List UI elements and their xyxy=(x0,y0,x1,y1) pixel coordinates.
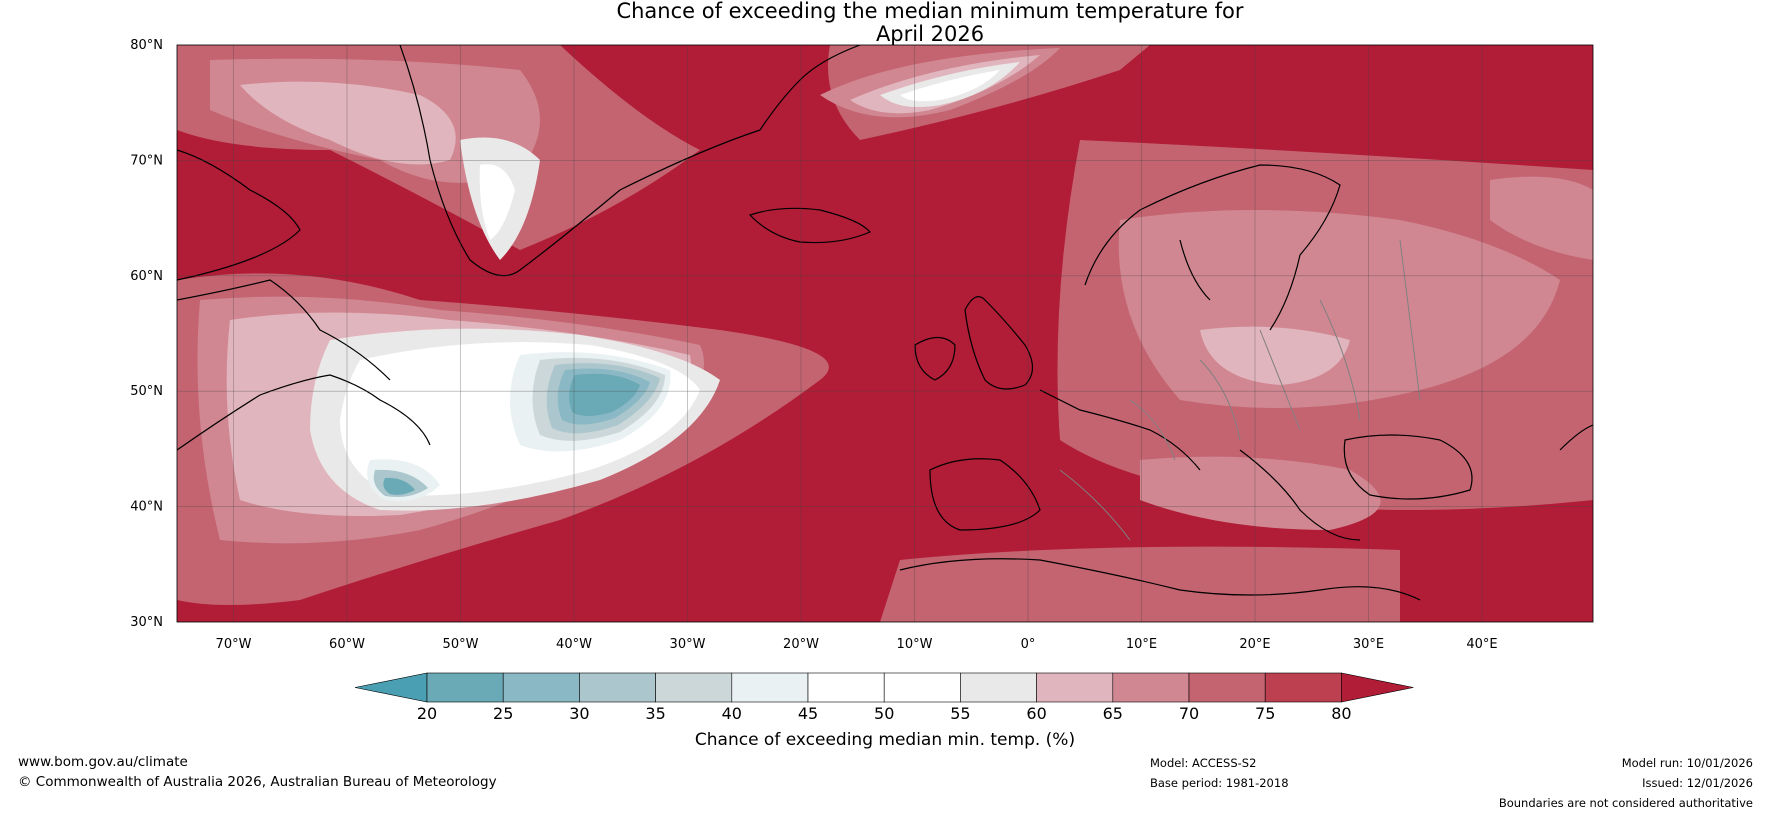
colorbar-tick-label: 60 xyxy=(1026,704,1046,723)
africa-coast xyxy=(899,558,1421,601)
longitude-axis: 70°W 60°W 50°W 40°W 30°W 20°W 10°W 0° 10°E 20°E 30… xyxy=(216,637,1498,652)
map-title: Chance of exceeding the median minimum t… xyxy=(0,0,1770,46)
ireland-coast xyxy=(914,336,956,381)
colorbar-bin xyxy=(1264,672,1342,703)
colorbar-bin xyxy=(1112,672,1190,703)
title-line-2: April 2026 xyxy=(875,22,985,46)
lat-label: 50°N xyxy=(130,384,163,399)
latitude-axis: 80°N 70°N 60°N 50°N 40°N 30°N xyxy=(130,38,163,630)
colorbar-bin xyxy=(579,672,656,703)
lon-label: 30°W xyxy=(670,637,706,652)
greenland-coast xyxy=(399,45,861,277)
map-frame xyxy=(176,44,1594,623)
title-line-1: Chance of exceeding the median minimum t… xyxy=(616,0,1244,23)
colorbar-tick-label: 50 xyxy=(874,704,894,723)
uk-coast xyxy=(964,296,1034,390)
lon-label: 10°W xyxy=(897,637,933,652)
lon-label: 40°W xyxy=(556,637,592,652)
footer-copyright: © Commonwealth of Australia 2026, Austra… xyxy=(18,774,497,790)
colorbar-tick-label: 65 xyxy=(1103,704,1123,723)
lat-label: 60°N xyxy=(130,269,163,284)
iceland-coast xyxy=(748,207,871,244)
europe-coast xyxy=(929,389,1361,541)
footer-disclaimer: Boundaries are not considered authoritat… xyxy=(1498,796,1753,810)
colorbar: 20 25 30 35 40 45 50 55 60 65 70 75 80 xyxy=(354,672,1414,723)
band-20-25 xyxy=(383,373,640,495)
lon-label: 70°W xyxy=(216,637,252,652)
coastlines xyxy=(177,45,1593,601)
lat-label: 70°N xyxy=(130,153,163,168)
lon-label: 20°W xyxy=(783,637,819,652)
lat-label: 80°N xyxy=(130,38,163,53)
probability-map xyxy=(177,45,1593,622)
colorbar-tick-label: 25 xyxy=(493,704,513,723)
lon-label: 20°E xyxy=(1239,637,1270,652)
colorbar-bin xyxy=(883,672,961,703)
colorbar-bin xyxy=(1036,672,1114,703)
colorbar-bin xyxy=(1188,672,1266,703)
lon-label: 60°W xyxy=(329,637,365,652)
footer-url: www.bom.gov.au/climate xyxy=(18,754,188,770)
lon-label: 0° xyxy=(1021,637,1036,652)
lon-label: 50°W xyxy=(443,637,479,652)
colorbar-tick-label: 45 xyxy=(798,704,818,723)
footer-base-period: Base period: 1981-2018 xyxy=(1150,776,1289,790)
graticule xyxy=(177,45,1593,622)
colorbar-bin xyxy=(426,672,504,703)
footer-model: Model: ACCESS-S2 xyxy=(1150,756,1257,770)
black-sea-coast xyxy=(1343,434,1473,500)
colorbar-bin xyxy=(502,672,580,703)
footer-issued: Issued: 12/01/2026 xyxy=(1642,776,1753,790)
colorbar-bin xyxy=(731,672,809,703)
scandinavia-coast xyxy=(1084,164,1341,331)
colorbar-tick-label: 75 xyxy=(1255,704,1275,723)
colorbar-bin xyxy=(655,672,733,703)
colorbar-tick-label: 20 xyxy=(417,704,437,723)
lon-label: 40°E xyxy=(1466,637,1497,652)
colorbar-high-extend xyxy=(1341,672,1414,703)
colorbar-tick-label: 35 xyxy=(645,704,665,723)
country-borders xyxy=(1059,239,1421,541)
lon-label: 30°E xyxy=(1353,637,1384,652)
colorbar-label: Chance of exceeding median min. temp. (%… xyxy=(695,730,1075,750)
lat-label: 40°N xyxy=(130,500,163,515)
north-america-coast xyxy=(177,149,431,451)
caspian-coast xyxy=(1559,424,1593,451)
colorbar-bin xyxy=(807,672,885,703)
lon-label: 10°E xyxy=(1126,637,1157,652)
colorbar-tick-label: 30 xyxy=(569,704,589,723)
colorbar-tick-label: 70 xyxy=(1179,704,1199,723)
colorbar-tick-label: 40 xyxy=(722,704,742,723)
footer-model-run: Model run: 10/01/2026 xyxy=(1621,756,1753,770)
colorbar-bin xyxy=(960,672,1037,703)
colorbar-tick-label: 55 xyxy=(950,704,970,723)
lat-label: 30°N xyxy=(130,615,163,630)
colorbar-low-extend xyxy=(354,672,428,703)
colorbar-tick-label: 80 xyxy=(1331,704,1351,723)
